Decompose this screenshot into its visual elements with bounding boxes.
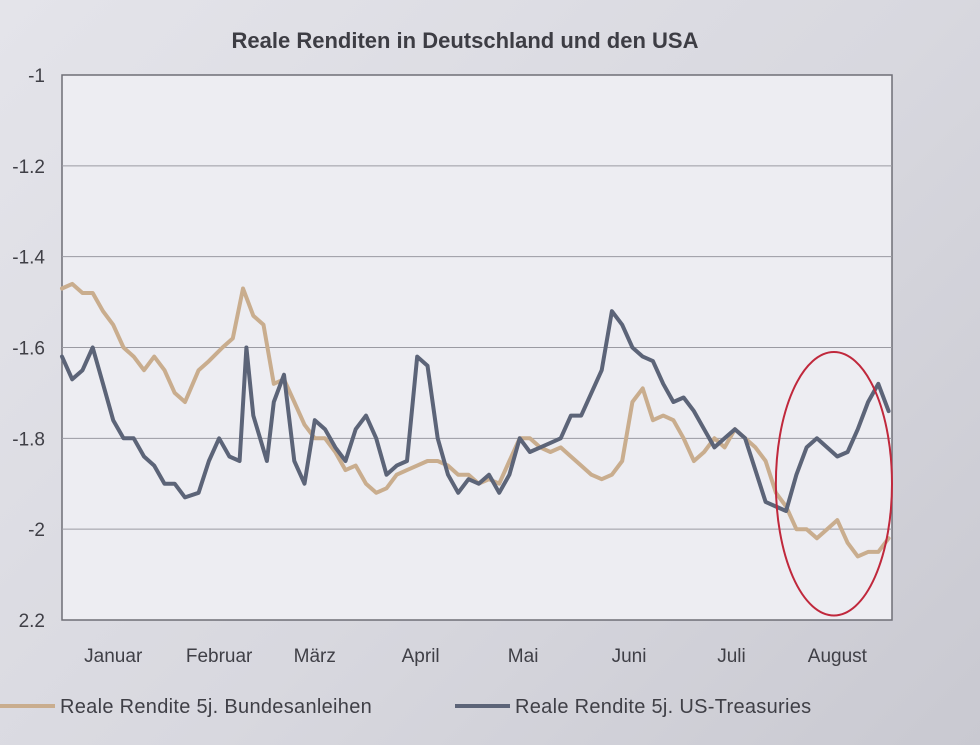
y-tick-label: -1.6 — [12, 339, 45, 360]
legend: Reale Rendite 5j. Bundesanleihen Reale Re… — [0, 696, 811, 718]
annotations — [774, 351, 893, 617]
gridlines — [62, 165, 892, 530]
highlight-ellipse — [774, 351, 893, 617]
y-tick-label: -1.8 — [12, 429, 45, 450]
x-tick-label: Februar — [186, 646, 253, 667]
legend-label: Reale Rendite 5j. US-Treasuries — [515, 696, 811, 718]
x-tick-label: Mai — [508, 646, 539, 667]
series-line-us-treasuries — [60, 309, 891, 513]
x-tick-label: Juni — [612, 646, 647, 667]
x-axis-tick-labels: Januar Februar März April Mai Juni Juli August — [84, 646, 867, 667]
x-tick-label: April — [402, 646, 440, 667]
y-axis-tick-labels: -1 -1.2 -1.4 -1.6 -1.8 -2 2.2 — [12, 66, 45, 632]
y-tick-label: -1 — [28, 66, 45, 87]
legend-label: Reale Rendite 5j. Bundesanleihen — [60, 696, 372, 718]
series-group — [60, 281, 891, 559]
y-tick-label: -1.4 — [12, 248, 45, 269]
x-tick-label: August — [808, 646, 868, 667]
x-tick-label: Juli — [717, 646, 746, 667]
x-tick-label: März — [294, 646, 336, 667]
y-tick-label: 2.2 — [19, 611, 45, 632]
y-tick-label: -2 — [28, 520, 45, 541]
chart-title: Reale Renditen in Deutschland und den US… — [232, 28, 699, 53]
x-tick-label: Januar — [84, 646, 143, 667]
y-tick-label: -1.2 — [12, 157, 45, 178]
